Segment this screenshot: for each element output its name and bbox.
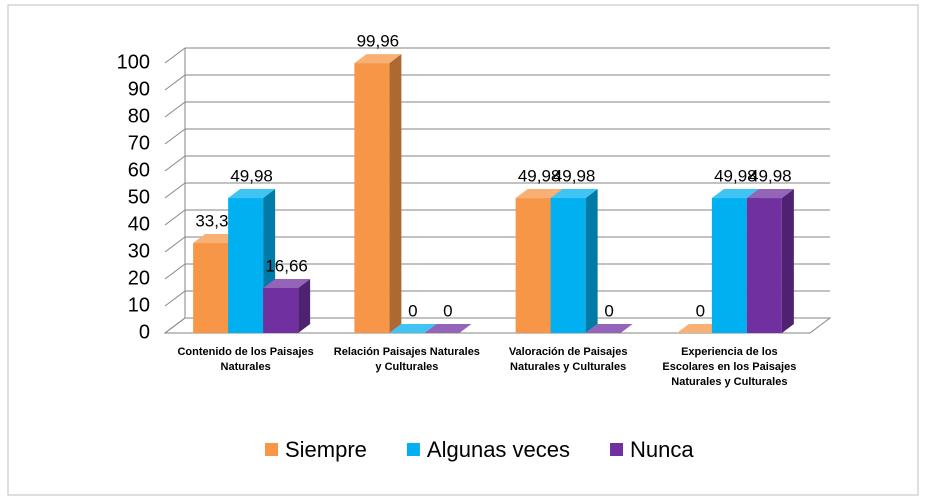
data-label: 16,66 [265, 257, 308, 276]
y-tick-label: 10 [128, 294, 150, 316]
bar [550, 198, 586, 333]
data-label: 49,98 [714, 167, 757, 186]
bar-top [585, 324, 633, 333]
grid-line-side [164, 101, 186, 118]
data-label: 49,98 [749, 167, 792, 186]
y-tick-label: 30 [128, 240, 150, 262]
data-label: 0 [604, 301, 613, 320]
bar-top [515, 189, 563, 199]
y-tick-label: 100 [117, 51, 150, 73]
grid-line-side [164, 263, 186, 280]
bar-top [550, 189, 598, 199]
y-tick-label: 90 [128, 78, 150, 100]
x-tick-label: Experiencia de los Escolares en los Pais… [662, 346, 797, 388]
data-label: 49,98 [518, 167, 561, 186]
grid-line-side [164, 290, 186, 307]
grid-line-side [164, 209, 186, 226]
x-tick-label: Relación Paisajes Naturales y Culturales [333, 346, 480, 373]
y-tick-label: 20 [128, 267, 150, 289]
bar [228, 198, 264, 333]
bar-top [424, 324, 472, 333]
y-tick-label: 50 [128, 186, 150, 208]
y-tick-label: 40 [128, 213, 150, 235]
bar [263, 288, 299, 333]
x-tick-label: Valoración de Paisajes Naturales y Cultu… [508, 346, 628, 373]
data-label: 49,98 [230, 167, 273, 186]
y-tick-label: 80 [128, 105, 150, 127]
bar-top [263, 279, 311, 289]
legend-label: Nunca [630, 437, 694, 462]
bar-top [228, 189, 276, 199]
bar-top [746, 189, 794, 199]
bar-side [298, 279, 311, 333]
data-label: 99,96 [357, 32, 400, 51]
bar-top [711, 189, 759, 199]
x-tick-label: Contenido de los Paisajes Naturales [177, 346, 314, 373]
bar-top [354, 54, 402, 64]
y-tick-label: 70 [128, 132, 150, 154]
bar [193, 243, 229, 333]
data-label: 0 [408, 301, 417, 320]
bar-side [585, 189, 598, 333]
bar-top [389, 324, 437, 333]
y-tick-label: 60 [128, 159, 150, 181]
grid-line-side [164, 236, 186, 253]
y-tick-label: 0 [139, 321, 150, 343]
legend-label: Siempre [285, 437, 367, 462]
bar [711, 198, 747, 333]
data-label: 49,98 [553, 167, 596, 186]
data-label: 0 [443, 301, 452, 320]
legend-swatch [265, 443, 278, 456]
data-label: 33,32 [195, 212, 238, 231]
grid-line-side [164, 182, 186, 199]
bar-side [389, 54, 402, 333]
data-label: 0 [696, 301, 705, 320]
legend-swatch [610, 443, 624, 456]
bar [746, 198, 782, 333]
bar [354, 63, 390, 333]
legend-swatch [406, 443, 420, 456]
grid-line-side [164, 74, 186, 91]
bar-side [781, 189, 794, 333]
grid-line-side [164, 128, 186, 145]
legend-label: Algunas veces [427, 437, 570, 462]
bar [515, 198, 551, 333]
grid-line-side [164, 155, 186, 172]
grid-line-side [164, 47, 186, 64]
